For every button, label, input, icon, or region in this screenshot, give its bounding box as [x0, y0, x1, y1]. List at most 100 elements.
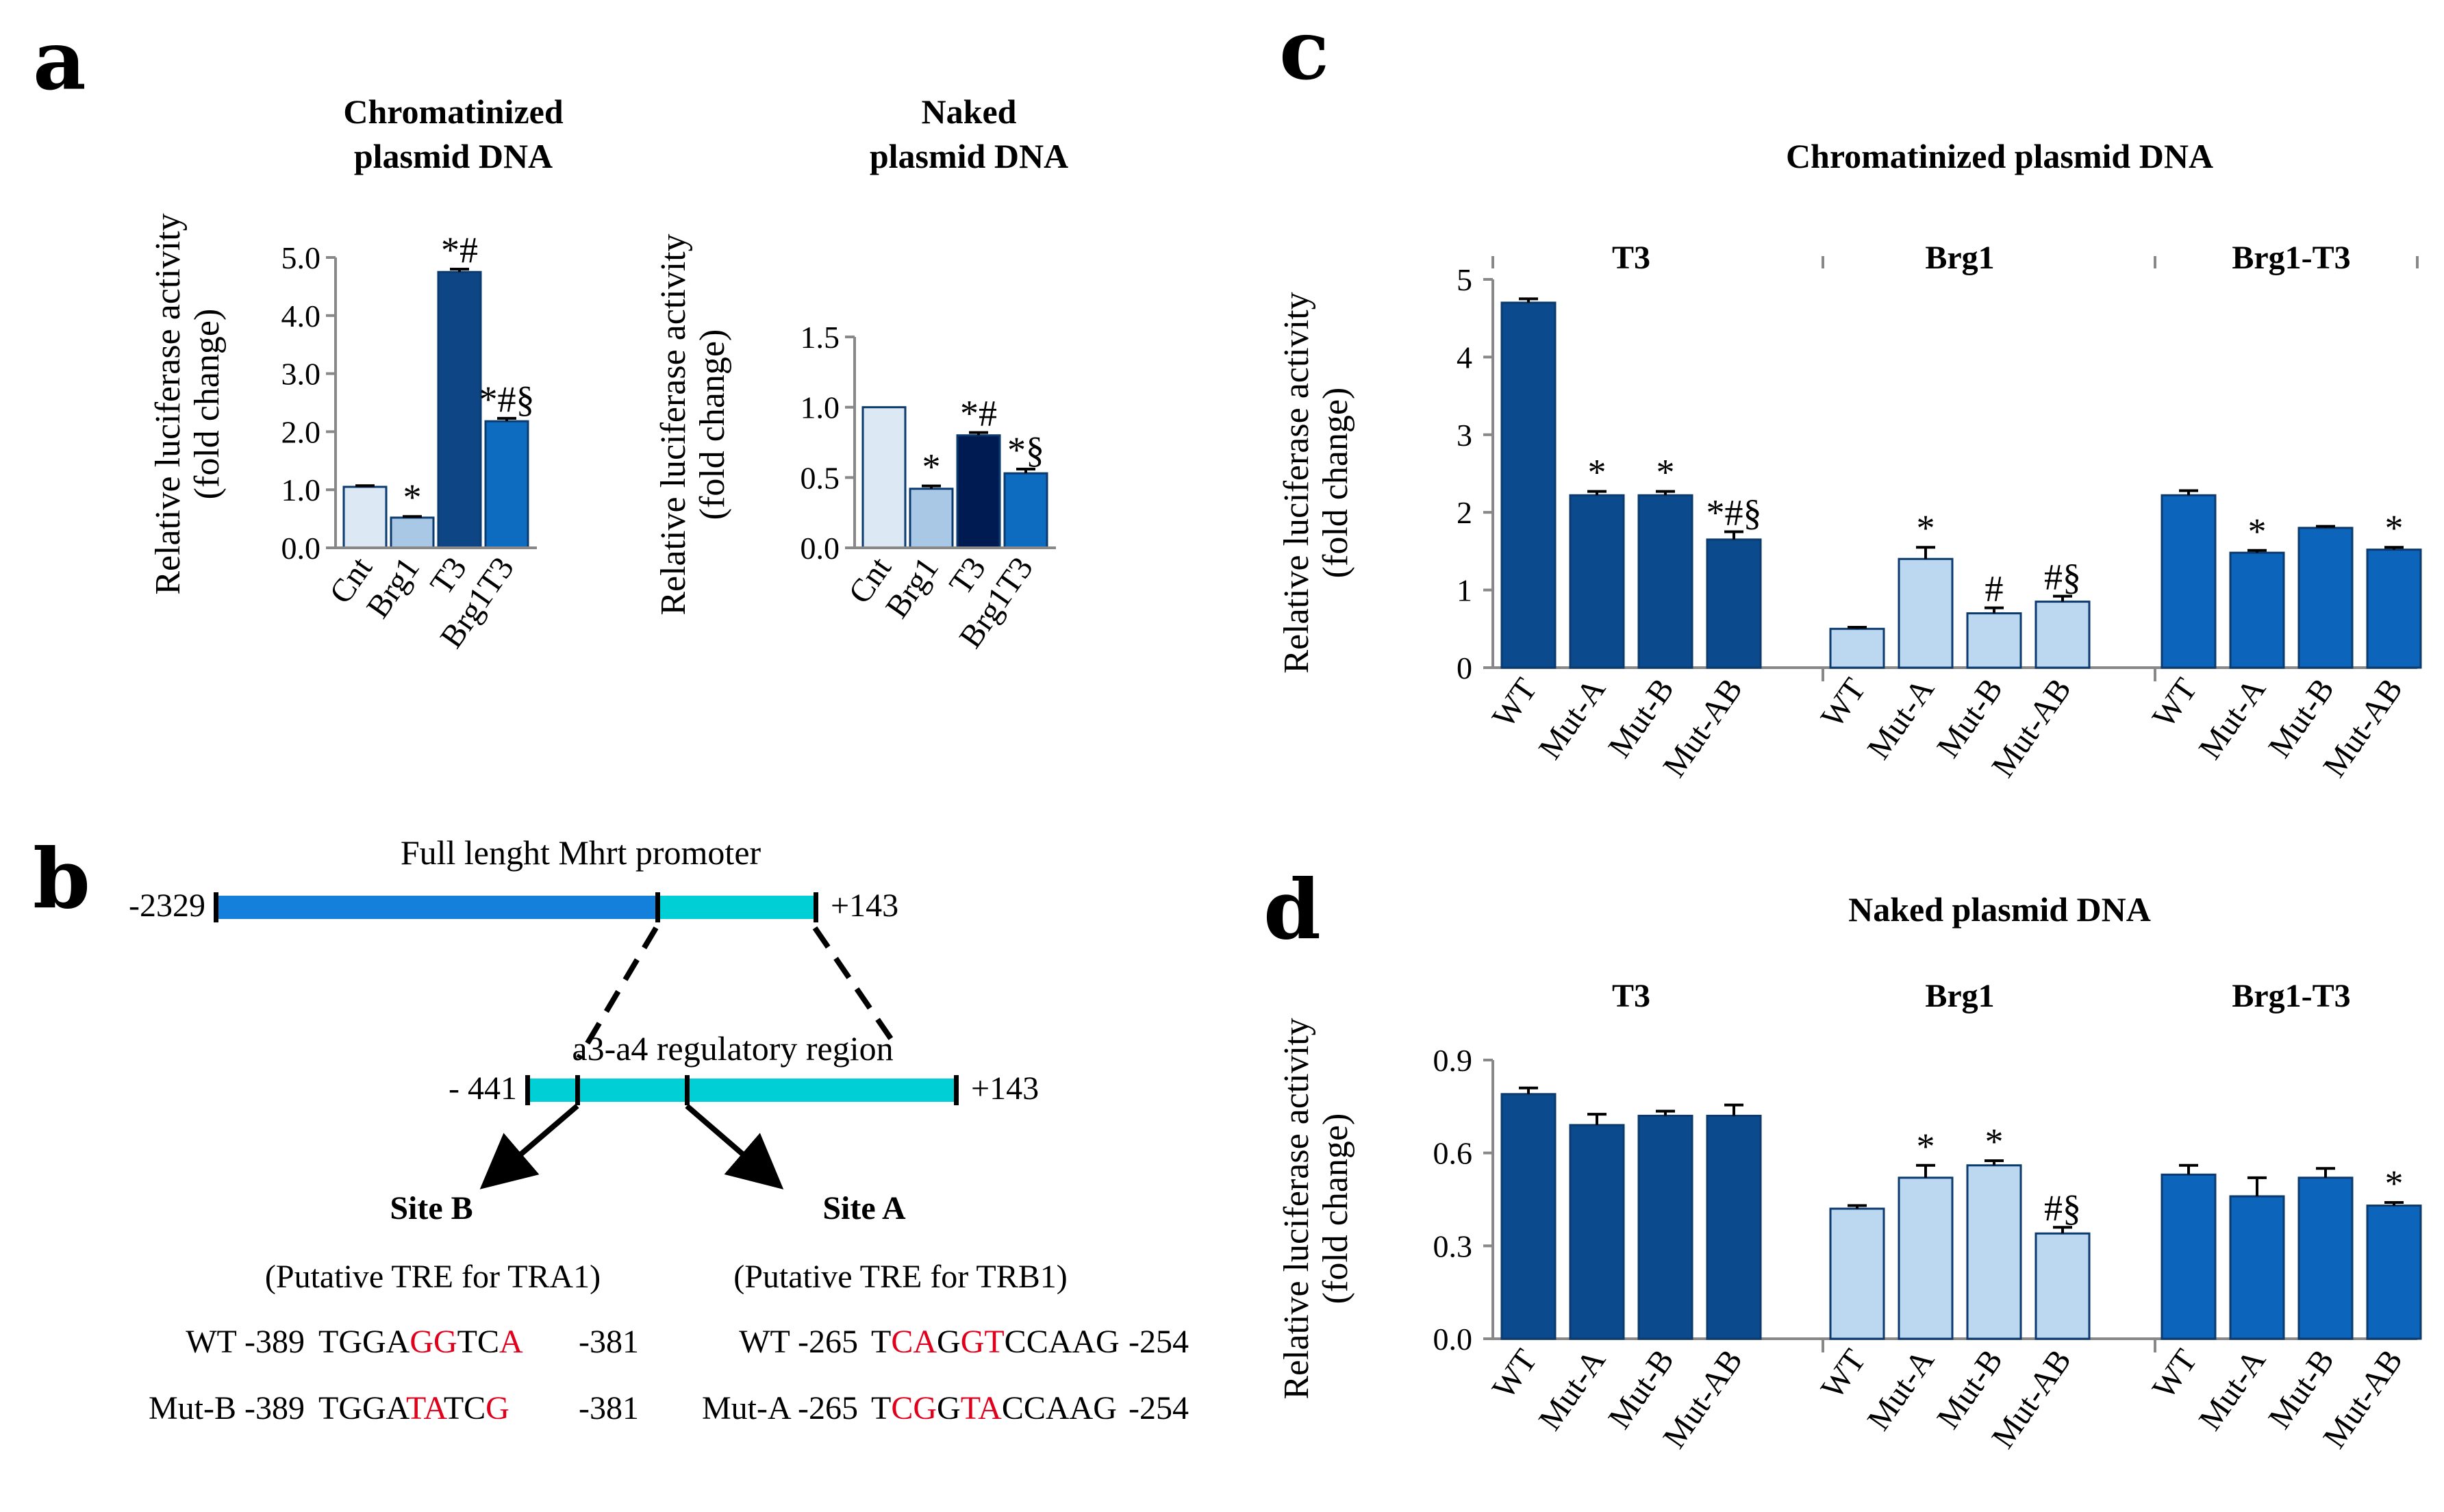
x-tick-label: Mut-A [2192, 1343, 2273, 1437]
mutated-bases: A [499, 1324, 523, 1360]
significance-label: #§ [2044, 1187, 2081, 1228]
bar [1500, 301, 1557, 669]
regulatory-region-end: +143 [971, 1070, 1039, 1107]
bar [909, 488, 954, 549]
bar [956, 434, 1001, 549]
zoom-dashed-left [576, 926, 659, 1060]
bases: G [937, 1324, 961, 1360]
y-tick-label: 4 [1457, 340, 1472, 375]
sequence-row-label: Mut-B -389 [149, 1390, 305, 1426]
bar [2297, 527, 2354, 669]
significance-label: *# [441, 229, 478, 270]
significance-label: * [403, 477, 422, 518]
significance-label: #§ [2044, 557, 2081, 598]
chart-title: plasmid DNA [870, 137, 1068, 175]
promoter-regulatory-bar [657, 896, 816, 919]
bar [1500, 1093, 1557, 1340]
significance-label: * [1917, 507, 1935, 549]
y-axis-label-line: (fold change) [188, 309, 227, 500]
y-tick-label: 0.3 [1433, 1228, 1473, 1263]
x-tick-label: WT [1485, 672, 1544, 735]
site-a-tick [685, 1075, 690, 1105]
bar [1569, 1124, 1625, 1340]
panel-letter-c: c [1279, 2, 1329, 99]
bases: CCAAG [1005, 1324, 1120, 1360]
bar [861, 406, 907, 549]
chart-d-naked: Naked plasmid DNA 0.0 0.3 0.6 0.9 Relative lu… [1277, 890, 2422, 1455]
y-axis-label-line: (fold change) [693, 329, 732, 520]
x-tick-label: Mut-A [1861, 1343, 1942, 1437]
y-axis-label-line: (fold change) [1316, 388, 1355, 579]
x-tick-label: Mut-A [2192, 672, 2273, 766]
panel-letter-a: a [33, 12, 86, 109]
y-tick-label: 0.0 [281, 531, 321, 566]
y-axis-label-line: Relative luciferase activity [654, 234, 693, 615]
zoom-dashed-right [812, 926, 900, 1050]
site-a-arrow [685, 1103, 784, 1189]
bar [390, 516, 435, 549]
promoter-diagram: Full lenght Mhrt promoter -2329 +143 a3-… [129, 833, 1189, 1426]
bar [2229, 1195, 2285, 1340]
x-tick-label: Brg1 [360, 551, 427, 625]
y-axis-label: Relative luciferase activity(fold change… [654, 234, 732, 615]
bar [2160, 494, 2217, 669]
significance-label: # [1985, 568, 2004, 609]
sequence-row-end: -381 [579, 1324, 639, 1360]
significance-label: *# [960, 393, 997, 434]
bases: T [871, 1390, 891, 1426]
bar [1898, 1176, 1954, 1340]
site-b-title: Site B [390, 1190, 473, 1226]
promoter-upstream-bar [216, 896, 657, 919]
bases: G [937, 1390, 961, 1426]
group-label: T3 [1612, 978, 1650, 1014]
significance-label: * [2248, 511, 2267, 552]
bar [1829, 1207, 1885, 1340]
region-end-tick [954, 1075, 959, 1105]
bar [2366, 1205, 2422, 1340]
site-a-description: (Putative TRE for TRB1) [733, 1259, 1068, 1295]
bases: TGGA [318, 1390, 410, 1426]
group-label: Brg1-T3 [2232, 240, 2350, 276]
y-tick-label: 5 [1457, 262, 1472, 297]
y-axis-label-line: (fold change) [1316, 1113, 1355, 1305]
y-axis-label-line: Relative luciferase activity [149, 213, 188, 594]
bar [2366, 549, 2422, 669]
bar [1706, 1114, 1762, 1340]
mutated-bases: GT [961, 1324, 1005, 1360]
chart-title: Naked [922, 92, 1017, 131]
y-tick-label: 1 [1457, 573, 1472, 608]
y-tick-label: 4.0 [281, 299, 321, 333]
chart-a-naked: Naked plasmid DNA 0.0 0.5 1.0 1.5 Relative luc… [654, 92, 1068, 655]
significance-label: *#§ [479, 379, 535, 420]
panel-letter-d: d [1263, 861, 1321, 958]
bar [1966, 1164, 2022, 1340]
bar [1003, 472, 1048, 549]
x-tick-label: Mut-A [1532, 672, 1613, 766]
mutated-bases: TA [961, 1390, 1002, 1426]
group-label: Brg1-T3 [2232, 978, 2350, 1014]
region-start-tick [525, 1075, 530, 1105]
sequence: TCGGTACCAAG [871, 1390, 1117, 1426]
full-promoter-title: Full lenght Mhrt promoter [401, 833, 761, 872]
y-tick-label: 0.0 [801, 531, 840, 566]
bar [2034, 601, 2091, 669]
site-a-title: Site A [822, 1190, 906, 1226]
bar [1706, 538, 1762, 669]
sequence: TGGAGGTCA [318, 1324, 523, 1360]
bar [1637, 1114, 1693, 1340]
sequence-row-end: -254 [1129, 1390, 1189, 1426]
y-tick-label: 0.0 [1433, 1322, 1473, 1357]
x-tick-label: Mut-A [1532, 1343, 1613, 1437]
y-axis-label: Relative luciferase activity(fold change… [1277, 1018, 1355, 1399]
y-tick-label: 0.5 [801, 460, 840, 495]
x-tick-label: WT [1485, 1343, 1544, 1406]
full-promoter-start: -2329 [129, 887, 205, 924]
y-tick-label: 3.0 [281, 357, 321, 392]
y-tick-label: 2.0 [281, 414, 321, 449]
significance-label: * [1985, 1121, 2004, 1162]
mutated-bases: CG [891, 1390, 937, 1426]
y-axis-label: Relative luciferase activity(fold change… [1277, 292, 1355, 673]
regulatory-region-title: a3-a4 regulatory region [572, 1029, 893, 1068]
